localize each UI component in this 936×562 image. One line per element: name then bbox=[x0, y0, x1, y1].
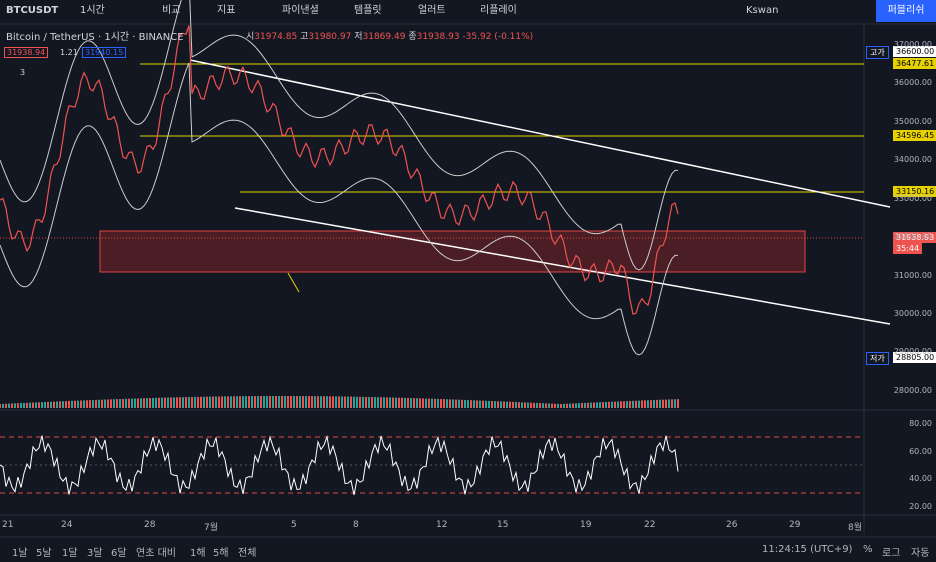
price-tick: 33000.00 bbox=[893, 194, 932, 203]
label: 저 bbox=[354, 32, 363, 42]
time-tick: 15 bbox=[497, 520, 509, 530]
time-tick: 19 bbox=[580, 520, 592, 530]
price-tick: 30000.00 bbox=[893, 309, 932, 318]
level-tag: 34596.45 bbox=[893, 130, 936, 141]
value: 31974.85 bbox=[254, 32, 298, 42]
symbol[interactable]: BTCUSDT bbox=[6, 5, 59, 16]
time-tick: 5 bbox=[291, 520, 297, 530]
auto-toggle[interactable]: 자동 bbox=[911, 548, 930, 559]
value: 31980.97 bbox=[308, 32, 352, 42]
ask[interactable]: 31940.15 bbox=[82, 47, 127, 58]
rsi-tick: 20.00 bbox=[909, 502, 932, 511]
range-button[interactable]: 5해 bbox=[213, 548, 229, 559]
trace bbox=[0, 0, 678, 271]
time-tick: 12 bbox=[436, 520, 448, 530]
label: 고 bbox=[300, 32, 309, 42]
countdown: 35:44 bbox=[893, 243, 923, 254]
price-tick: 37000.00 bbox=[893, 40, 932, 49]
toolbar-bg bbox=[0, 0, 936, 24]
channel-line bbox=[189, 59, 891, 208]
low-label: 저가 bbox=[866, 352, 889, 365]
interval[interactable]: 1시간 bbox=[80, 5, 105, 16]
text: BINANCE bbox=[138, 32, 184, 43]
time-tick: 24 bbox=[61, 520, 73, 530]
range-button[interactable]: 6달 bbox=[111, 548, 127, 559]
time-tick: 8월 bbox=[848, 523, 863, 533]
rsi-tick: 40.00 bbox=[909, 474, 932, 483]
log-toggle[interactable]: 로그 bbox=[882, 548, 901, 559]
bid[interactable]: 31938.94 bbox=[4, 47, 49, 58]
spread: 1.21 bbox=[60, 48, 78, 57]
rsi-tick: 60.00 bbox=[909, 447, 932, 456]
annotation bbox=[287, 272, 300, 293]
low-tag: 28805.00 bbox=[893, 352, 936, 363]
trace bbox=[0, 434, 679, 496]
legend-name: Bitcoin / TetherUS · 1시간 · BINANCE bbox=[6, 32, 184, 43]
price-tick: 32000.00 bbox=[893, 232, 932, 241]
text: Bitcoin / TetherUS bbox=[6, 32, 95, 43]
indicators[interactable]: 지표 bbox=[217, 5, 236, 16]
level-tag: 33150.16 bbox=[893, 186, 936, 197]
last-price-tag: 31938.93 bbox=[893, 232, 936, 243]
price-series bbox=[0, 0, 679, 496]
time-tick: 26 bbox=[726, 520, 738, 530]
templates[interactable]: 템플릿 bbox=[354, 5, 382, 16]
range-button[interactable]: 전체 bbox=[238, 548, 257, 559]
label: 종 bbox=[408, 32, 417, 42]
time-tick: 29 bbox=[789, 520, 801, 530]
channel-line bbox=[234, 207, 891, 325]
trace bbox=[0, 25, 679, 315]
range-button[interactable]: 3달 bbox=[87, 548, 103, 559]
price-tick: 36000.00 bbox=[893, 78, 932, 87]
price-tick: 28000.00 bbox=[893, 386, 932, 395]
price-tick: 31000.00 bbox=[893, 271, 932, 280]
text: 1시간 bbox=[104, 32, 130, 43]
count: 3 bbox=[20, 68, 26, 77]
time-tick: 22 bbox=[644, 520, 656, 530]
percent-toggle[interactable]: % bbox=[863, 544, 873, 555]
alert[interactable]: 얼러트 bbox=[418, 5, 446, 16]
high-tag: 36600.00 bbox=[893, 46, 936, 57]
value: -35.92 (-0.11%) bbox=[462, 32, 534, 42]
replay[interactable]: 리플레이 bbox=[480, 5, 517, 16]
level-tag: 36477.61 bbox=[893, 58, 936, 69]
price-tick: 35000.00 bbox=[893, 117, 932, 126]
value: 31869.49 bbox=[362, 32, 406, 42]
value: 31938.93 bbox=[416, 32, 460, 42]
label: 시 bbox=[246, 32, 255, 42]
range-button[interactable]: 1날 bbox=[12, 548, 28, 559]
zone-box bbox=[99, 230, 806, 273]
compare[interactable]: 비교 bbox=[162, 5, 181, 16]
time-tick: 8 bbox=[353, 520, 359, 530]
range-button[interactable]: 5날 bbox=[36, 548, 52, 559]
clock: 11:24:15 (UTC+9) bbox=[762, 544, 853, 555]
publish-button[interactable]: 퍼블리쉬 bbox=[876, 0, 936, 22]
time-tick: 7월 bbox=[204, 523, 219, 533]
price-tick: 34000.00 bbox=[893, 155, 932, 164]
range-button[interactable]: 1해 bbox=[190, 548, 206, 559]
ohlc: 시31974.85 고31980.97 저31869.49 종31938.93 … bbox=[246, 29, 533, 42]
user[interactable]: Kswan bbox=[746, 5, 779, 16]
financials[interactable]: 파이낸셜 bbox=[282, 5, 319, 16]
trace bbox=[0, 62, 678, 356]
price-tick: 29000.00 bbox=[893, 347, 932, 356]
range-button[interactable]: 연초 대비 bbox=[136, 548, 176, 559]
range-button[interactable]: 1달 bbox=[62, 548, 78, 559]
time-tick: 28 bbox=[144, 520, 156, 530]
rsi-tick: 80.00 bbox=[909, 419, 932, 428]
time-tick: 21 bbox=[2, 520, 14, 530]
high-label: 고가 bbox=[866, 46, 889, 59]
